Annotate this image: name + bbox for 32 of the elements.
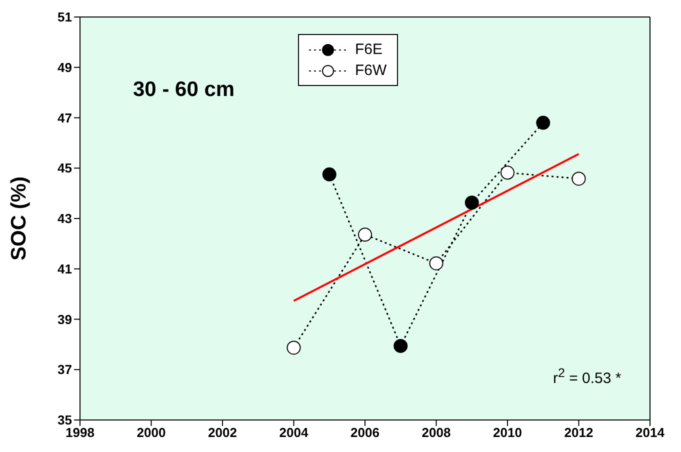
legend-label: F6E xyxy=(355,41,383,58)
point xyxy=(429,256,444,270)
x-tick-label: 2002 xyxy=(208,425,237,440)
legend-label: F6W xyxy=(355,62,387,79)
y-tick-label: 47 xyxy=(58,110,72,126)
x-tick-label: 2012 xyxy=(564,425,594,440)
x-tick-label: 1998 xyxy=(66,425,94,440)
x-tick-label: 2004 xyxy=(279,425,309,440)
y-tick-label: 43 xyxy=(58,211,72,226)
y-axis-title: SOC (%) xyxy=(7,176,30,260)
x-tick-label: 2006 xyxy=(350,425,380,440)
point xyxy=(536,116,550,130)
x-tick-label: 2014 xyxy=(636,425,666,440)
x-tick-label: 2008 xyxy=(422,425,451,440)
y-tick-label: 41 xyxy=(58,261,72,276)
y-tick-label: 35 xyxy=(58,412,72,428)
x-tick-label: 2000 xyxy=(136,425,166,440)
y-tick-label: 39 xyxy=(58,312,72,327)
y-tick-label: 49 xyxy=(58,60,72,75)
point xyxy=(500,166,514,180)
point xyxy=(572,172,586,186)
y-tick-label: 51 xyxy=(58,10,72,25)
x-tick-label: 2010 xyxy=(493,425,522,440)
point xyxy=(286,340,301,355)
y-tick-label: 45 xyxy=(58,160,72,176)
point xyxy=(358,228,372,242)
point xyxy=(394,338,408,353)
point xyxy=(322,167,336,182)
annotation: r$^{2}$ = 0.53 * xyxy=(553,366,622,387)
y-tick-label: 37 xyxy=(58,362,72,378)
annotation: 30 - 60 cm xyxy=(133,78,235,102)
point xyxy=(464,196,479,210)
